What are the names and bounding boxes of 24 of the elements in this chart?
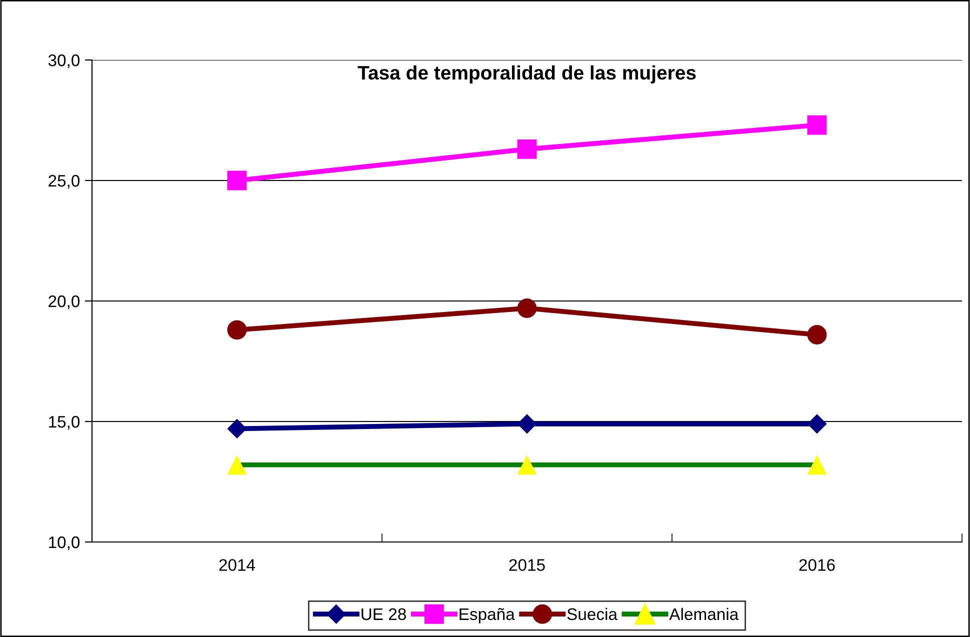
point: [517, 298, 537, 318]
y-tick-label: 25,0: [48, 174, 80, 189]
point: [807, 455, 827, 475]
x-tick-label: 2015: [509, 559, 545, 571]
point: [807, 115, 827, 135]
point: [807, 325, 827, 344]
point: [517, 414, 537, 434]
x-tick-label: 2014: [219, 559, 256, 571]
y-tick-label: 20,0: [48, 295, 80, 310]
point: [517, 455, 537, 475]
point: [227, 320, 247, 340]
legend-label: España: [460, 608, 515, 624]
y-tick-label: 30,0: [48, 54, 80, 68]
y-tick-label: 10,0: [49, 536, 80, 550]
point: [227, 455, 247, 475]
chart-title: Tasa de temporalidad de las mujeres: [358, 65, 696, 84]
point: [517, 139, 537, 159]
legend-label: Alemania: [669, 608, 739, 620]
x-tick-label: 2016: [799, 559, 835, 571]
y-tick-label: 15,0: [49, 416, 80, 430]
legend-label: UE 28: [362, 608, 406, 620]
point: [227, 170, 247, 190]
legend-label: Suecia: [567, 608, 618, 620]
point: [807, 414, 827, 434]
